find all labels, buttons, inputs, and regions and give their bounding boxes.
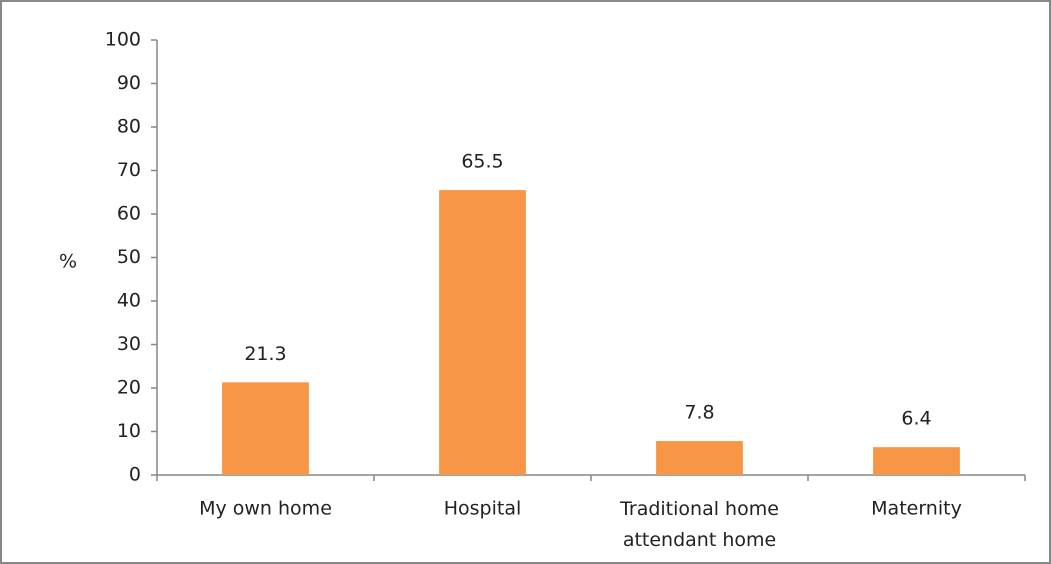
bar — [873, 447, 960, 475]
y-tick-label: 90 — [117, 72, 141, 94]
y-axis-label: % — [59, 251, 77, 273]
y-tick-label: 30 — [117, 333, 141, 355]
x-tick-label: Maternity — [871, 498, 962, 520]
y-tick-label: 40 — [117, 290, 141, 312]
y-tick-label: 0 — [129, 464, 141, 486]
y-tick-label: 70 — [117, 159, 141, 181]
bar — [439, 190, 526, 475]
x-tick-label: My own home — [199, 498, 332, 520]
data-label: 65.5 — [461, 151, 503, 173]
x-tick-label: Traditional home attendant home — [619, 498, 779, 551]
bar — [656, 441, 743, 475]
data-label: 7.8 — [684, 402, 714, 424]
bar — [222, 382, 309, 475]
y-tick-label: 20 — [117, 377, 141, 399]
y-tick-label: 100 — [105, 29, 141, 51]
y-tick-label: 10 — [117, 420, 141, 442]
x-tick-label: Hospital — [444, 498, 522, 520]
data-label: 21.3 — [244, 343, 286, 365]
y-tick-label: 60 — [117, 203, 141, 225]
data-label: 6.4 — [901, 408, 931, 430]
y-tick-label: 80 — [117, 116, 141, 138]
y-tick-label: 50 — [117, 246, 141, 268]
